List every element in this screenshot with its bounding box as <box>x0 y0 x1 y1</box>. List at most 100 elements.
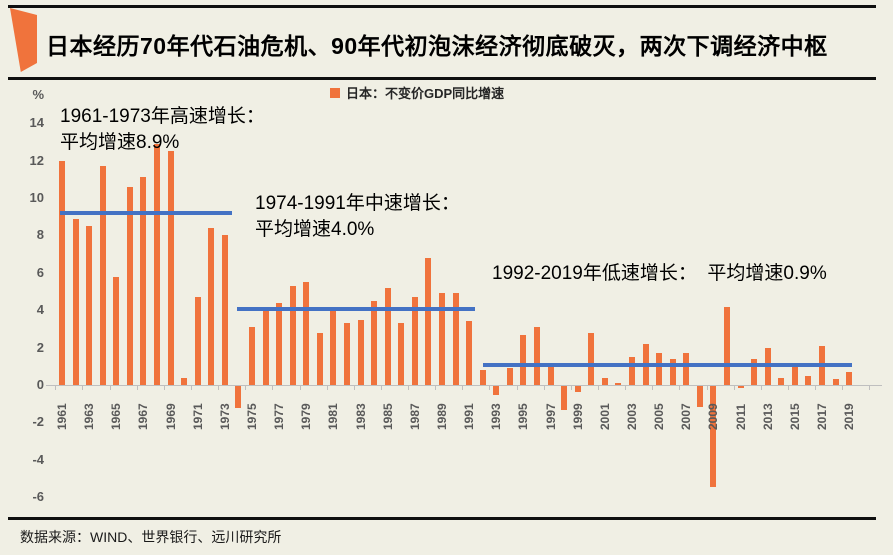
x-tick-label-2003: 2003 <box>624 403 639 430</box>
average-line-1992-2019 <box>483 363 852 367</box>
x-tick-label-1971: 1971 <box>190 403 205 430</box>
x-axis-tick <box>760 386 762 390</box>
bar-1998 <box>561 386 568 411</box>
bar-2014 <box>778 377 785 385</box>
bar-1984 <box>371 300 378 385</box>
bar-2002 <box>615 383 622 385</box>
footer-rule <box>8 517 876 520</box>
x-axis-tick <box>380 386 382 390</box>
x-tick-label-1965: 1965 <box>109 403 124 430</box>
x-tick-label-1973: 1973 <box>217 403 232 430</box>
x-tick-label-1987: 1987 <box>407 403 422 430</box>
bar-2007 <box>683 353 690 385</box>
bar-2006 <box>669 358 676 385</box>
average-line-1974-1991 <box>237 307 475 312</box>
x-tick-label-2019: 2019 <box>842 403 857 430</box>
y-tick-label: -2 <box>32 414 44 430</box>
average-line-1961-1973 <box>60 211 232 215</box>
bar-1975 <box>249 327 255 385</box>
bar-1977 <box>276 302 283 385</box>
bar-2009 <box>710 386 717 487</box>
x-tick-label-1981: 1981 <box>326 403 341 430</box>
bar-1970 <box>181 377 188 385</box>
x-axis-tick <box>353 386 355 390</box>
bar-2018 <box>832 379 839 385</box>
x-tick-label-1999: 1999 <box>570 403 585 430</box>
bar-1965 <box>113 276 120 385</box>
y-tick-label: -6 <box>32 489 44 505</box>
bar-2008 <box>696 386 703 407</box>
x-tick-label-2007: 2007 <box>679 403 694 430</box>
bar-1982 <box>344 323 350 385</box>
bar-2019 <box>846 371 853 385</box>
y-tick-label: 4 <box>36 302 44 318</box>
x-axis-tick <box>190 386 192 390</box>
x-axis-tick <box>82 386 84 390</box>
bar-2012 <box>751 358 758 385</box>
y-tick-label: 6 <box>36 264 44 280</box>
legend: 日本：不变价GDP同比增速 <box>330 83 504 102</box>
x-axis-tick <box>516 386 518 390</box>
x-axis-tick <box>679 386 681 390</box>
legend-marker-icon <box>330 87 340 98</box>
x-axis-tick <box>435 386 437 390</box>
x-tick-label-2017: 2017 <box>814 403 829 430</box>
x-axis-tick <box>489 386 491 390</box>
x-axis-tick <box>842 386 844 390</box>
page-title: 日本经历70年代石油危机、90年代初泡沫经济彻底破灭，两次下调经济中枢 <box>46 33 828 59</box>
x-tick-label-1983: 1983 <box>353 403 368 430</box>
x-axis-tick <box>543 386 545 390</box>
bar-1995 <box>520 334 527 385</box>
bar-1999 <box>574 386 581 392</box>
x-axis-tick <box>299 386 301 390</box>
bar-1961 <box>59 160 65 385</box>
y-tick-label: 2 <box>36 339 44 355</box>
bar-1987 <box>411 297 418 385</box>
x-tick-label-2015: 2015 <box>787 403 802 430</box>
x-axis-line <box>46 385 882 386</box>
x-tick-label-1991: 1991 <box>462 403 477 430</box>
bar-2001 <box>601 377 608 385</box>
x-axis-tick <box>245 386 247 390</box>
bar-2010 <box>723 306 730 385</box>
y-tick-label: 14 <box>29 115 44 131</box>
header-rule-bottom <box>8 77 876 80</box>
x-tick-label-1993: 1993 <box>489 403 504 430</box>
x-axis-tick <box>163 386 165 390</box>
bar-1972 <box>208 227 215 385</box>
bar-1997 <box>547 366 554 385</box>
x-tick-label-1969: 1969 <box>163 403 178 430</box>
bar-1992 <box>479 370 486 385</box>
growth-annotation-2: 1974-1991年中速增长： 平均增速4.0% <box>255 193 460 240</box>
bar-1978 <box>289 285 296 385</box>
x-tick-label-1995: 1995 <box>516 403 531 430</box>
x-axis-tick <box>462 386 464 390</box>
x-axis-tick <box>326 386 328 390</box>
x-axis-tick <box>788 386 789 390</box>
bar-2000 <box>588 332 595 385</box>
x-axis-tick <box>218 386 219 390</box>
bar-1983 <box>357 319 364 386</box>
growth-annotation-3: 1992-2019年低速增长： 平均增速0.9% <box>492 263 827 284</box>
bar-1969 <box>167 151 174 386</box>
x-axis-tick <box>733 386 735 390</box>
x-tick-label-1989: 1989 <box>435 403 449 430</box>
bar-1981 <box>330 306 337 385</box>
bar-1994 <box>506 368 513 385</box>
x-axis-tick <box>625 386 627 390</box>
bar-2016 <box>805 375 812 385</box>
x-tick-label-2001: 2001 <box>597 403 612 430</box>
x-axis-tick <box>598 386 599 390</box>
bar-1991 <box>466 321 473 385</box>
bar-1988 <box>425 257 432 385</box>
bar-1966 <box>126 186 133 385</box>
x-axis-tick <box>869 386 871 390</box>
x-axis-tick <box>109 386 111 390</box>
bar-1962 <box>72 218 79 385</box>
y-axis-unit-label: % <box>32 87 44 102</box>
bar-1996 <box>534 327 540 385</box>
y-tick-label: 12 <box>29 152 44 168</box>
bar-1971 <box>194 297 201 385</box>
